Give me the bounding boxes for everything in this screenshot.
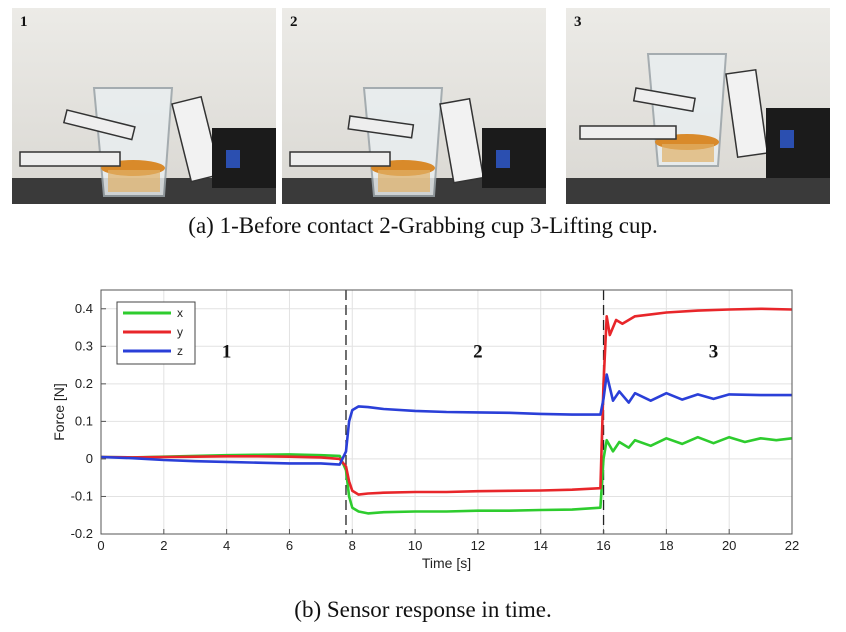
cup-image [362, 87, 444, 197]
x-axis-label: Time [s] [422, 555, 471, 571]
photo-scene-1 [12, 8, 276, 204]
photo-scene-2 [282, 8, 546, 204]
photo-panel-1: 1 [12, 8, 276, 204]
x-tick-label: 22 [785, 538, 799, 553]
gripper-image [579, 68, 830, 178]
x-tick-label: 12 [471, 538, 485, 553]
x-tick-label: 10 [408, 538, 422, 553]
legend-label-z: z [177, 344, 183, 358]
x-tick-label: 8 [349, 538, 356, 553]
caption-a: (a) 1-Before contact 2-Grabbing cup 3-Li… [188, 213, 658, 238]
photo-scene-3 [566, 8, 830, 204]
photo-panel-3: 3 [566, 8, 830, 204]
x-tick-label: 2 [160, 538, 167, 553]
y-tick-label: 0 [86, 451, 93, 466]
x-tick-label: 18 [659, 538, 673, 553]
legend-label-x: x [177, 306, 183, 320]
force-chart: 0 2 4 6 8 10 12 14 16 18 20 22-0.2-0.100.10.20.30.4… [51, 289, 799, 571]
phase-label: 1 [222, 342, 232, 363]
legend-label-y: y [177, 325, 183, 339]
series-line-y [100, 307, 793, 496]
plot-frame [100, 289, 793, 535]
x-tick-label: 4 [223, 538, 230, 553]
photo-number-2: 2 [290, 14, 298, 30]
x-tick-label: 0 [97, 538, 104, 553]
x-tick-label: 16 [596, 538, 610, 553]
series-line-z [100, 373, 792, 466]
photo-number-3: 3 [574, 14, 582, 30]
gripper-image [19, 95, 276, 188]
series-line-x [100, 435, 793, 515]
x-tick-label: 20 [722, 538, 736, 553]
photo-panel-2: 2 [282, 8, 546, 204]
gripper-image [289, 97, 546, 188]
phase-label: 3 [709, 342, 719, 363]
cup-image [92, 87, 174, 197]
y-tick-label: 0.3 [75, 338, 93, 353]
caption-b: (b) Sensor response in time. [294, 597, 552, 622]
y-axis-label: Force [N] [51, 383, 67, 441]
chart-legend: xyz [116, 301, 196, 365]
photo-number-1: 1 [20, 14, 28, 30]
y-tick-label: -0.2 [71, 526, 93, 541]
y-tick-label: 0.2 [75, 376, 93, 391]
x-tick-label: 6 [286, 538, 293, 553]
y-tick-label: -0.1 [71, 488, 93, 503]
x-tick-label: 14 [533, 538, 547, 553]
y-tick-label: 0.1 [75, 413, 93, 428]
phase-label: 2 [473, 342, 483, 363]
y-tick-label: 0.4 [75, 301, 93, 316]
